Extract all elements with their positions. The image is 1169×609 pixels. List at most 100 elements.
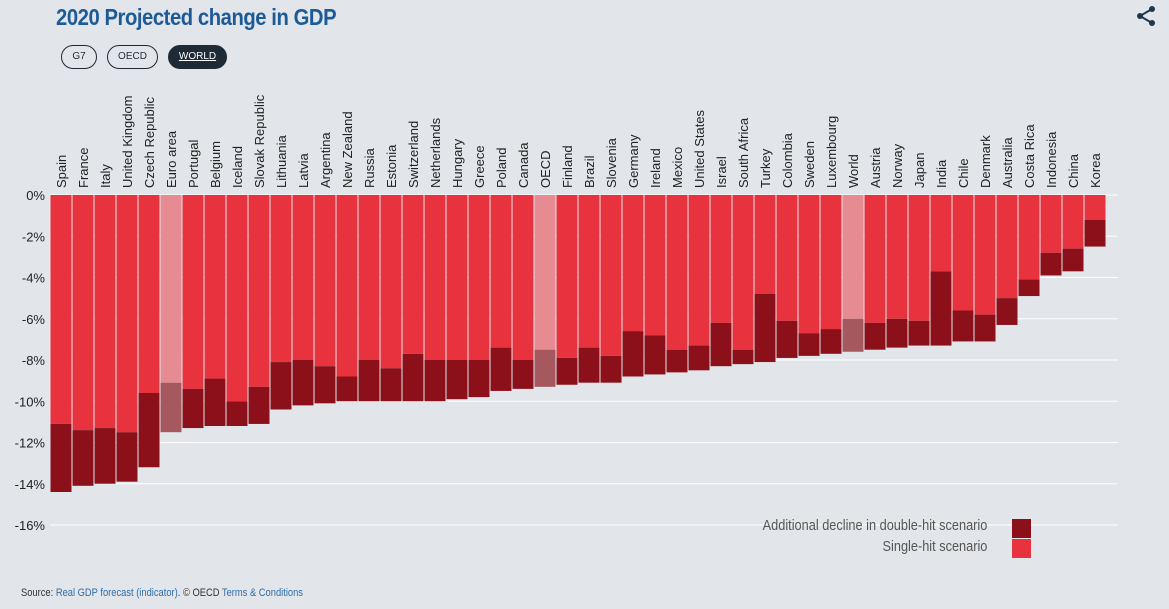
bar-single-hit[interactable] (996, 195, 1018, 299)
bar-group[interactable] (996, 195, 1018, 325)
bar-single-hit[interactable] (512, 195, 534, 360)
bar-group[interactable] (600, 195, 622, 383)
filter-g7-button[interactable]: G7 (61, 45, 97, 69)
bar-double-hit[interactable] (578, 347, 600, 383)
bar-single-hit[interactable] (424, 195, 446, 360)
bar-single-hit[interactable] (138, 195, 160, 393)
bar-group[interactable] (798, 195, 820, 356)
bar-single-hit[interactable] (534, 195, 556, 350)
bar-double-hit[interactable] (556, 357, 578, 385)
bar-double-hit[interactable] (94, 428, 116, 484)
bar-single-hit[interactable] (578, 195, 600, 348)
bar-group[interactable] (710, 195, 732, 367)
bar-group[interactable] (644, 195, 666, 375)
bar-single-hit[interactable] (1084, 195, 1106, 220)
bar-group[interactable] (732, 195, 754, 365)
bar-single-hit[interactable] (50, 195, 72, 424)
bar-group[interactable] (380, 195, 402, 402)
terms-link[interactable]: Terms & Conditions (221, 587, 303, 599)
bar-double-hit[interactable] (864, 322, 886, 350)
bar-single-hit[interactable] (622, 195, 644, 332)
bar-double-hit[interactable] (468, 360, 490, 398)
bar-single-hit[interactable] (182, 195, 204, 389)
bar-double-hit[interactable] (490, 347, 512, 391)
bar-group[interactable] (248, 195, 270, 424)
bar-single-hit[interactable] (468, 195, 490, 360)
bar-double-hit[interactable] (160, 382, 182, 433)
bar-single-hit[interactable] (644, 195, 666, 336)
bar-single-hit[interactable] (1018, 195, 1040, 280)
bar-double-hit[interactable] (754, 294, 776, 363)
bar-group[interactable] (1084, 195, 1106, 247)
bar-single-hit[interactable] (864, 195, 886, 323)
bar-double-hit[interactable] (622, 331, 644, 377)
bar-double-hit[interactable] (270, 362, 292, 410)
bar-single-hit[interactable] (710, 195, 732, 323)
bar-group[interactable] (182, 195, 204, 429)
bar-double-hit[interactable] (534, 349, 556, 387)
bar-single-hit[interactable] (688, 195, 710, 346)
bar-group[interactable] (402, 195, 424, 402)
bar-group[interactable] (512, 195, 534, 389)
bar-group[interactable] (490, 195, 512, 391)
bar-single-hit[interactable] (248, 195, 270, 387)
bar-group[interactable] (776, 195, 798, 358)
bar-group[interactable] (314, 195, 336, 404)
bar-group[interactable] (820, 195, 842, 354)
bar-group[interactable] (424, 195, 446, 402)
bar-group[interactable] (886, 195, 908, 348)
bar-group[interactable] (204, 195, 226, 426)
bar-group[interactable] (1062, 195, 1084, 272)
bar-double-hit[interactable] (72, 430, 94, 486)
bar-double-hit[interactable] (380, 368, 402, 402)
bar-single-hit[interactable] (314, 195, 336, 367)
bar-single-hit[interactable] (886, 195, 908, 319)
bar-single-hit[interactable] (292, 195, 314, 360)
bar-group[interactable] (72, 195, 94, 486)
bar-double-hit[interactable] (1084, 219, 1106, 247)
bar-double-hit[interactable] (292, 360, 314, 406)
bar-single-hit[interactable] (358, 195, 380, 360)
bar-double-hit[interactable] (1062, 248, 1084, 272)
bar-double-hit[interactable] (996, 298, 1018, 325)
share-icon[interactable] (1134, 4, 1158, 28)
bar-double-hit[interactable] (336, 376, 358, 402)
bar-single-hit[interactable] (204, 195, 226, 379)
bar-group[interactable] (138, 195, 160, 468)
bar-double-hit[interactable] (952, 310, 974, 342)
bar-single-hit[interactable] (952, 195, 974, 311)
bar-group[interactable] (622, 195, 644, 377)
bar-group[interactable] (116, 195, 138, 482)
bar-double-hit[interactable] (50, 423, 72, 492)
bar-double-hit[interactable] (116, 432, 138, 482)
bar-group[interactable] (50, 195, 72, 492)
bar-group[interactable] (336, 195, 358, 402)
bar-double-hit[interactable] (798, 333, 820, 356)
bar-group[interactable] (160, 195, 182, 433)
bar-double-hit[interactable] (248, 386, 270, 424)
bar-single-hit[interactable] (974, 195, 996, 315)
bar-group[interactable] (468, 195, 490, 398)
bar-double-hit[interactable] (688, 345, 710, 371)
bar-single-hit[interactable] (402, 195, 424, 354)
bar-double-hit[interactable] (182, 388, 204, 429)
bar-double-hit[interactable] (842, 318, 864, 352)
bar-double-hit[interactable] (820, 329, 842, 354)
bar-double-hit[interactable] (732, 349, 754, 365)
bar-single-hit[interactable] (732, 195, 754, 350)
bar-group[interactable] (688, 195, 710, 371)
bar-single-hit[interactable] (600, 195, 622, 356)
bar-group[interactable] (952, 195, 974, 342)
bar-group[interactable] (578, 195, 600, 383)
bar-double-hit[interactable] (710, 322, 732, 367)
bar-single-hit[interactable] (842, 195, 864, 319)
bar-double-hit[interactable] (908, 320, 930, 346)
bar-group[interactable] (1040, 195, 1062, 276)
bar-single-hit[interactable] (116, 195, 138, 433)
bar-double-hit[interactable] (226, 401, 248, 426)
bar-double-hit[interactable] (886, 318, 908, 348)
bar-double-hit[interactable] (644, 335, 666, 375)
bar-double-hit[interactable] (930, 271, 952, 346)
bar-single-hit[interactable] (908, 195, 930, 321)
bar-single-hit[interactable] (270, 195, 292, 363)
